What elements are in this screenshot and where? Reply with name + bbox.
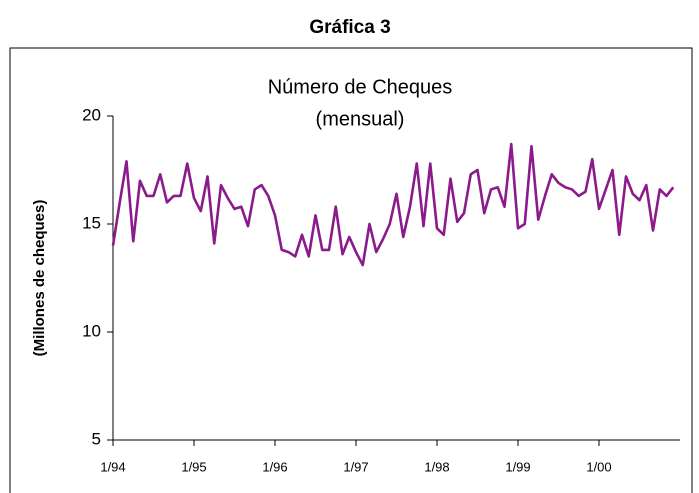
y-tick-label: 20 (82, 105, 101, 124)
x-tick-label: 1/99 (505, 459, 530, 474)
y-tick-label: 15 (82, 213, 101, 232)
x-tick-label: 1/00 (586, 459, 611, 474)
x-tick-label: 1/96 (262, 459, 287, 474)
x-tick-label: 1/97 (343, 459, 368, 474)
y-tick-label: 5 (92, 429, 101, 448)
x-tick-label: 1/95 (181, 459, 206, 474)
y-tick-label: 10 (82, 321, 101, 340)
x-tick-label: 1/98 (424, 459, 449, 474)
data-line (111, 142, 675, 267)
y-axis-label: (Millones de cheques) (31, 200, 48, 357)
x-tick-label: 1/94 (100, 459, 125, 474)
chart-title: Gráfica 3 (309, 17, 390, 38)
chart-subtitle: (mensual) (316, 108, 405, 130)
chart-frame (9, 47, 693, 493)
chart-subtitle: Número de Cheques (268, 76, 453, 98)
